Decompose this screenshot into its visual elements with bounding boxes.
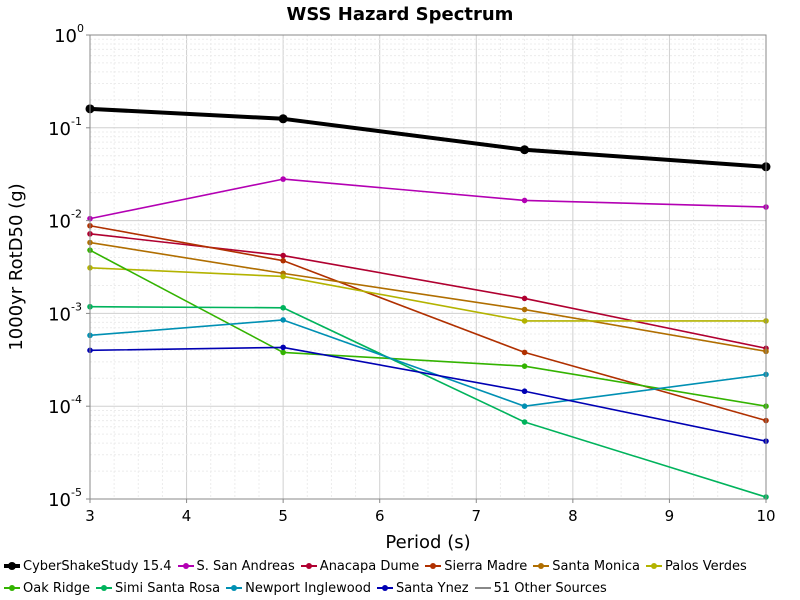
data-point bbox=[280, 273, 286, 280]
legend-swatch bbox=[226, 582, 243, 594]
data-point bbox=[521, 306, 528, 313]
series-line bbox=[89, 233, 767, 350]
legend-swatch bbox=[533, 560, 550, 572]
legend-label: Oak Ridge bbox=[23, 580, 91, 596]
y-tick-label: 10 bbox=[48, 397, 71, 418]
legend-swatch bbox=[177, 560, 194, 572]
legend-item: Santa Ynez bbox=[376, 580, 469, 596]
series-line bbox=[89, 249, 767, 407]
legend-item: Anacapa Dume bbox=[300, 558, 420, 574]
grid-lines bbox=[89, 34, 767, 500]
legend-item: S. San Andreas bbox=[177, 558, 295, 574]
legend-swatch bbox=[4, 582, 20, 594]
x-tick-label: 7 bbox=[472, 507, 482, 525]
y-tick-exponent: -5 bbox=[71, 486, 82, 499]
y-tick-exponent: -1 bbox=[71, 115, 82, 128]
y-tick-exponent: -3 bbox=[71, 300, 82, 313]
data-point bbox=[280, 304, 286, 311]
data-point bbox=[280, 252, 286, 259]
y-tick-exponent: -2 bbox=[71, 208, 82, 221]
chart-title: WSS Hazard Spectrum bbox=[287, 4, 514, 25]
data-point bbox=[280, 176, 286, 182]
y-tick-label: 10 bbox=[48, 490, 71, 511]
x-tick-label: 4 bbox=[182, 507, 192, 525]
series-santa-monica bbox=[87, 239, 769, 355]
legend-row: Oak Ridge Simi Santa Rosa Newport Inglewoo… bbox=[4, 578, 613, 598]
chart-legend: CyberShakeStudy 15.4 S. San Andreas Anacap… bbox=[0, 554, 800, 600]
data-point bbox=[280, 257, 286, 264]
x-tick-label: 9 bbox=[665, 507, 675, 525]
hazard-spectrum-chart: WSS Hazard Spectrum 3 4 5 6 7 8 9 10 10 010 -110-… bbox=[6, 4, 776, 553]
y-tick-label: 10 bbox=[48, 304, 71, 325]
x-tick-label: 6 bbox=[375, 507, 385, 525]
y-tick-label: 10 bbox=[48, 119, 71, 140]
y-tick-label: 10 bbox=[54, 26, 77, 47]
legend-item: Newport Inglewood bbox=[226, 581, 371, 596]
legend-row: CyberShakeStudy 15.4 S. San Andreas Anacap… bbox=[4, 556, 753, 576]
data-point bbox=[280, 344, 286, 351]
plot-frame bbox=[89, 34, 767, 500]
series-lines bbox=[85, 104, 771, 500]
y-tick-exponent: -4 bbox=[71, 393, 82, 406]
data-point bbox=[520, 145, 530, 155]
legend-item: Santa Monica bbox=[533, 559, 640, 574]
x-tick-label: 3 bbox=[85, 507, 95, 525]
data-point bbox=[521, 197, 528, 204]
y-axis-label: 1000yr RotD50 (g) bbox=[6, 183, 27, 350]
legend-swatch bbox=[646, 560, 662, 572]
data-point bbox=[521, 349, 528, 356]
series-line bbox=[89, 241, 767, 353]
series-line bbox=[89, 267, 766, 322]
legend-swatch bbox=[96, 582, 113, 594]
data-point bbox=[278, 114, 288, 124]
series-line bbox=[89, 106, 767, 169]
data-point bbox=[521, 388, 528, 395]
series-santa-ynez bbox=[87, 344, 769, 444]
legend-item: Palos Verdes bbox=[646, 559, 747, 574]
data-point bbox=[521, 363, 528, 369]
x-tick-label: 8 bbox=[568, 507, 578, 525]
legend-item: Simi Santa Rosa bbox=[96, 581, 220, 596]
series-palos-verdes bbox=[87, 265, 769, 324]
legend-item: CyberShakeStudy 15.4 bbox=[4, 559, 172, 574]
legend-swatch bbox=[425, 560, 442, 572]
data-point bbox=[521, 419, 528, 425]
x-axis-ticks: 3 4 5 6 7 8 9 10 bbox=[85, 499, 776, 525]
legend-swatch bbox=[474, 582, 491, 594]
legend-label: S. San Andreas bbox=[196, 558, 295, 574]
series-oak-ridge bbox=[87, 247, 769, 410]
data-point bbox=[521, 403, 528, 410]
legend-label: Anacapa Dume bbox=[319, 558, 420, 574]
series-simi-santa-rosa bbox=[87, 303, 769, 500]
data-point bbox=[280, 317, 286, 323]
legend-label: Santa Ynez bbox=[395, 580, 469, 596]
legend-label: CyberShakeStudy 15.4 bbox=[23, 558, 172, 574]
x-tick-label: 5 bbox=[278, 507, 288, 525]
legend-label: Simi Santa Rosa bbox=[115, 580, 221, 596]
legend-item: 51 Other Sources bbox=[474, 580, 607, 596]
legend-label: 51 Other Sources bbox=[493, 580, 607, 596]
legend-label: Santa Monica bbox=[552, 558, 640, 574]
legend-label: Newport Inglewood bbox=[245, 580, 371, 596]
legend-item: Oak Ridge bbox=[4, 581, 90, 596]
series-line bbox=[89, 346, 767, 442]
series-line bbox=[89, 178, 767, 220]
data-point bbox=[280, 349, 286, 356]
y-tick-label: 10 bbox=[48, 212, 71, 233]
legend-swatch bbox=[376, 582, 393, 594]
series-line bbox=[89, 305, 767, 498]
x-tick-label: 10 bbox=[756, 507, 775, 525]
series-line bbox=[89, 319, 767, 408]
legend-item: Sierra Madre bbox=[425, 559, 527, 574]
legend-label: Sierra Madre bbox=[444, 558, 528, 574]
legend-label: Palos Verdes bbox=[665, 558, 747, 574]
series-s-san-andreas bbox=[87, 176, 769, 222]
legend-swatch bbox=[4, 560, 20, 572]
y-tick-exponent: 0 bbox=[77, 22, 84, 35]
data-point bbox=[521, 295, 528, 302]
data-point bbox=[521, 318, 528, 324]
legend-swatch bbox=[300, 560, 317, 572]
x-axis-label: Period (s) bbox=[385, 532, 470, 553]
